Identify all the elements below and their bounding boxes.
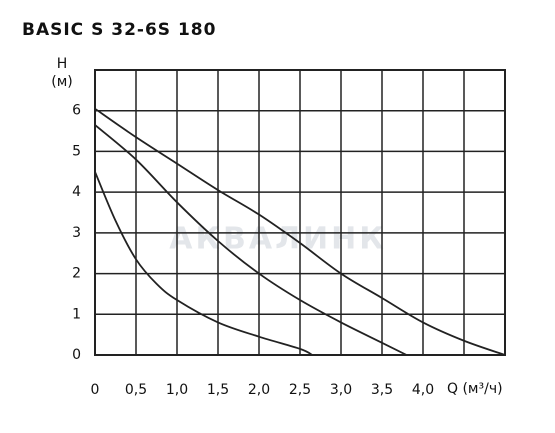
y-axis-unit: (м) — [51, 74, 73, 90]
y-tick-label: 0 — [72, 347, 81, 363]
x-axis-label: Q (м³/ч) — [447, 381, 503, 397]
y-tick-label: 5 — [72, 143, 81, 159]
x-tick-label: 1,0 — [166, 382, 188, 398]
x-tick-label: 0,5 — [125, 382, 147, 398]
y-tick-label: 6 — [72, 103, 81, 119]
x-tick-label: 3,0 — [330, 382, 352, 398]
y-tick-label: 1 — [72, 306, 81, 322]
chart-title: BASIC S 32-6S 180 — [22, 20, 216, 40]
y-tick-label: 4 — [72, 184, 81, 200]
x-tick-label: 0 — [91, 382, 100, 398]
pump-curve — [94, 171, 313, 356]
x-tick-label: 4,0 — [412, 382, 434, 398]
y-axis-label: H — [57, 56, 68, 72]
x-tick-label: 2,5 — [289, 382, 311, 398]
y-tick-label: 2 — [72, 266, 81, 282]
pump-curve — [94, 107, 506, 356]
x-tick-label: 1,5 — [207, 382, 229, 398]
plot-frame — [94, 69, 506, 356]
x-tick-label: 3,5 — [371, 382, 393, 398]
y-tick-label: 3 — [72, 225, 81, 241]
pump-curve — [94, 124, 408, 356]
x-tick-label: 2,0 — [248, 382, 270, 398]
